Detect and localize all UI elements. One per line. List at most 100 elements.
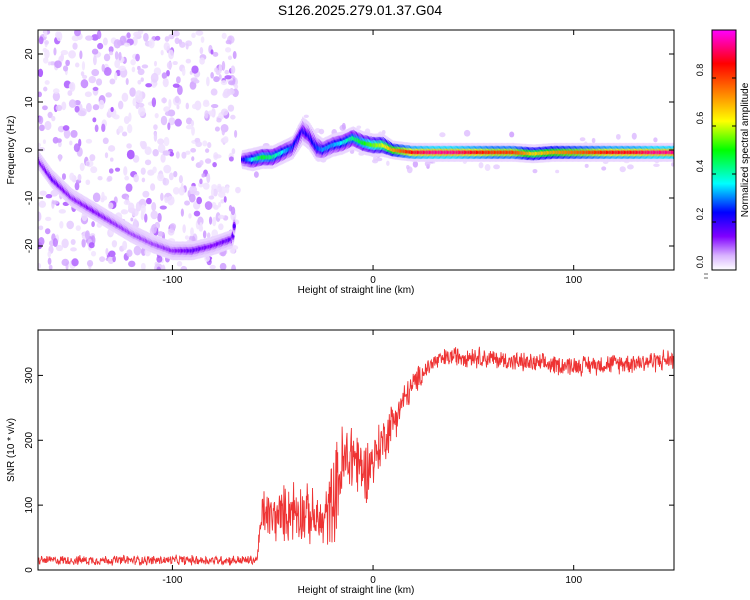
- spectrogram-noise-cell: [356, 125, 362, 129]
- spectrogram-noise-cell: [129, 87, 136, 97]
- spectrogram-noise-cell: [406, 164, 410, 170]
- spectrogram-noise-cell: [185, 42, 189, 50]
- colorbar-gradient: [711, 29, 737, 271]
- spectrogram-noise-cell: [191, 156, 195, 162]
- spectrogram-noise-cell: [117, 100, 124, 110]
- spectrogram-noise-cell: [162, 77, 169, 88]
- spectrogram-noise-cell: [118, 51, 122, 61]
- spectrogram-noise-cell: [615, 133, 621, 140]
- spectrogram-noise-cell: [39, 190, 47, 196]
- spectrogram-noise-cell: [180, 265, 188, 270]
- spectrogram-noise-cell: [190, 147, 197, 153]
- spectrogram-noise-cell: [163, 106, 171, 113]
- spectrogram-noise-cell: [45, 216, 52, 222]
- snr-xtick-label: 0: [370, 575, 376, 586]
- spectrogram-ytick-label: 10: [24, 96, 35, 108]
- snr-series: [38, 346, 674, 567]
- spectrogram-noise-cell: [176, 104, 180, 110]
- spectrogram-noise-cell: [108, 145, 116, 152]
- spectrogram-noise-cell: [74, 182, 80, 191]
- spectrogram-noise-cell: [167, 122, 171, 131]
- spectrogram-noise-cell: [112, 255, 116, 263]
- spectrogram-noise-cell: [126, 249, 133, 257]
- spectrogram-noise-cell: [190, 120, 195, 127]
- spectrogram-noise-cell: [584, 163, 589, 168]
- spectrogram-noise-cell: [218, 201, 222, 208]
- spectrogram-noise-cell: [180, 182, 184, 193]
- spectrogram-noise-cell: [44, 40, 49, 45]
- spectrogram-noise-cell: [193, 79, 200, 84]
- spectrogram-noise-cell: [68, 50, 76, 59]
- spectrogram-noise-cell: [141, 177, 146, 183]
- spectrogram-noise-cell: [208, 195, 215, 200]
- spectrogram-noise-cell: [63, 128, 71, 139]
- spectrogram-noise-cell: [303, 114, 309, 119]
- spectrogram-noise-cell: [163, 164, 172, 174]
- snr-ylabel: SNR (10 * v/v): [6, 418, 17, 482]
- spectrogram-noise-cell: [107, 202, 114, 210]
- spectrogram-noise-cell: [150, 72, 159, 83]
- spectrogram-noise-cell: [223, 136, 229, 143]
- spectrogram-noise-cell: [105, 247, 109, 256]
- spectrogram-noise-cell: [108, 168, 114, 174]
- spectrogram-noise-cell: [198, 181, 204, 188]
- spectrogram-noise-cell: [221, 32, 227, 39]
- spectrogram-noise-cell: [210, 72, 214, 79]
- spectrogram-noise-cell: [103, 53, 111, 62]
- spectrogram-noise-cell: [110, 106, 114, 113]
- spectrogram-noise-cell: [38, 225, 44, 231]
- spectrogram-noise-cell: [176, 261, 183, 267]
- spectrogram-noise-cell: [174, 95, 180, 104]
- spectrogram-noise-cell: [61, 258, 70, 267]
- spectrogram-noise-cell: [105, 92, 112, 98]
- spectrogram-noise-cell: [74, 30, 81, 37]
- colorbar-tick-label: 0.4: [695, 160, 705, 173]
- spectrogram-noise-cell: [89, 154, 96, 162]
- spectrogram-noise-cell: [157, 231, 164, 237]
- spectrogram-noise-cell: [122, 240, 128, 251]
- spectrogram-noise-cell: [92, 55, 97, 66]
- spectrogram-noise-cell: [195, 141, 203, 148]
- spectrogram-noise-cell: [121, 92, 129, 102]
- spectrogram-noise-cell: [225, 39, 232, 45]
- spectrogram-noise-cell: [232, 51, 237, 60]
- spectrogram-noise-cell: [221, 60, 226, 71]
- spectrogram-noise-cell: [555, 169, 560, 174]
- spectrogram-noise-cell: [204, 148, 210, 153]
- spectrogram-noise-cell: [199, 222, 203, 231]
- spectrogram-noise-cell: [163, 136, 170, 147]
- spectrogram-noise-cell: [43, 86, 48, 92]
- spectrogram-noise-cell: [173, 170, 178, 178]
- spectrogram-noise-cell: [191, 103, 198, 110]
- spectrogram-noise-cell: [168, 34, 175, 40]
- spectrogram-noise-cell: [112, 114, 120, 120]
- snr-xtick-label: 100: [565, 575, 582, 586]
- spectrogram-noise-cell: [175, 151, 180, 159]
- spectrogram-noise-cell: [44, 120, 52, 131]
- spectrogram-noise-cell: [114, 72, 118, 81]
- spectrogram-noise-cell: [671, 162, 674, 167]
- spectrogram-noise-cell: [653, 137, 658, 143]
- spectrogram-noise-cell: [172, 186, 180, 195]
- spectrogram-noise-cell: [176, 76, 181, 84]
- spectrogram-noise-cell: [140, 77, 144, 82]
- spectrogram-noise-cell: [144, 146, 152, 156]
- spectrogram-noise-cell: [214, 154, 222, 159]
- spectrogram-noise-cell: [90, 166, 98, 174]
- spectrogram-noise-cell: [212, 188, 218, 197]
- snr-axes: -100 0 100 0 100 200 300: [24, 330, 674, 586]
- spectrogram-noise-cell: [225, 47, 232, 53]
- spectrogram-noise-cell: [69, 172, 75, 181]
- spectrogram-noise-cell: [224, 69, 230, 75]
- spectrogram-noise-cell: [168, 98, 172, 109]
- spectrogram-noise-cell: [86, 260, 94, 267]
- spectrogram-noise-cell: [53, 47, 57, 56]
- spectrogram-noise-cell: [44, 228, 51, 235]
- spectrogram-noise-cell: [52, 88, 60, 94]
- spectrogram-noise-cell: [166, 61, 173, 70]
- spectrogram-ytick-label: 20: [24, 48, 35, 60]
- spectrogram-noise-cell: [88, 242, 95, 249]
- spectrogram-noise-cell: [137, 102, 145, 108]
- spectrogram-noise-cell: [61, 238, 69, 249]
- spectrogram-noise-cell: [90, 250, 97, 257]
